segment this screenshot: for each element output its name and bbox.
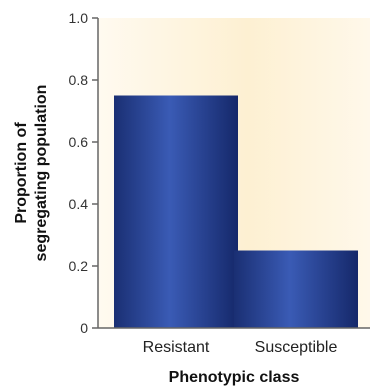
y-axis-title: Proportion of segregating population	[13, 85, 50, 262]
y-tick-label-0: 0	[80, 320, 88, 336]
y-axis-title-line-2: segregating population	[33, 85, 50, 262]
y-tick-label-5: 1.0	[69, 10, 89, 26]
bar-susceptible	[234, 250, 358, 328]
bar-resistant	[114, 95, 238, 328]
y-tick-label-1: 0.2	[69, 258, 89, 274]
x-axis-title: Phenotypic class	[169, 369, 300, 386]
x-tick-label-resistant: Resistant	[143, 339, 210, 356]
y-tick-label-4: 0.8	[69, 72, 89, 88]
x-ticks-group: Resistant Susceptible	[143, 339, 338, 356]
x-tick-label-susceptible: Susceptible	[255, 339, 338, 356]
y-tick-label-2: 0.4	[69, 196, 89, 212]
bars-group	[114, 95, 358, 328]
y-tick-label-3: 0.6	[69, 134, 89, 150]
y-ticks-group: 0 0.2 0.4 0.6 0.8 1.0	[69, 10, 98, 336]
y-axis-title-line-1: Proportion of	[13, 122, 30, 224]
